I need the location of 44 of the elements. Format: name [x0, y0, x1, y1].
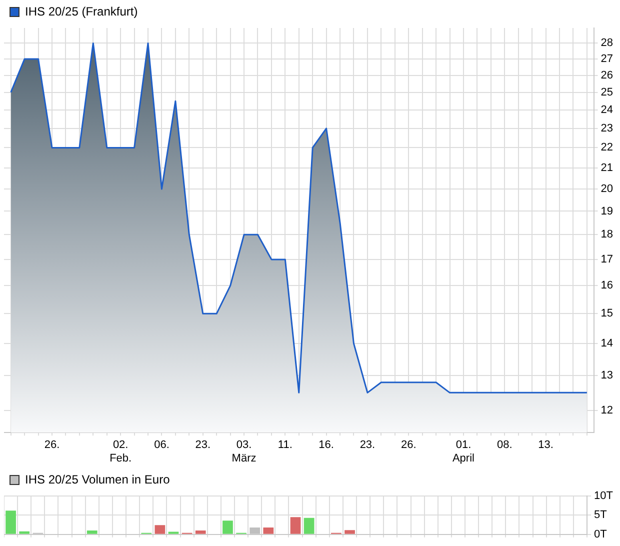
y-tick-label: 15 — [600, 308, 614, 320]
y-tick-label: 22 — [600, 142, 614, 154]
y-tick-label: 14 — [600, 338, 614, 350]
y-tick-label: 21 — [600, 162, 614, 174]
y-tick-label: 26 — [600, 69, 614, 82]
y-tick-label: 28 — [600, 37, 614, 50]
y-tick-label: 19 — [600, 205, 614, 218]
x-tick-label: 02. Feb. — [110, 439, 132, 464]
y-tick-label: 12 — [600, 404, 614, 416]
y-tick-label: 17 — [600, 253, 614, 266]
bar — [344, 530, 355, 534]
x-tick-label: 13. — [538, 439, 554, 452]
y-tick-label: 27 — [600, 52, 614, 65]
y-tick-label: 0T — [594, 528, 608, 540]
y-tick-label: 24 — [600, 104, 614, 116]
y-tick-label: 16 — [600, 280, 614, 292]
x-tick-label: 23. — [195, 439, 211, 452]
x-tick-label: 01. April — [452, 439, 474, 464]
bar — [263, 527, 274, 534]
bar — [86, 530, 98, 534]
y-tick-label: 10T — [594, 490, 614, 502]
bar — [154, 525, 166, 534]
bar — [222, 520, 233, 534]
bar — [304, 518, 314, 534]
legend-label: IHS 20/25 Volumen in Euro — [25, 472, 170, 486]
y-tick-label: 13 — [600, 370, 614, 382]
bar — [195, 530, 206, 534]
x-tick-label: 16. — [318, 439, 334, 452]
y-tick-label: 23 — [600, 122, 614, 134]
x-tick-label: 23. — [360, 439, 376, 452]
y-tick-label: 5T — [594, 509, 608, 522]
x-tick-label: 26. — [44, 439, 60, 452]
legend-label: IHS 20/25 (Frankfurt) — [25, 4, 138, 18]
x-tick-label: 08. — [496, 439, 512, 452]
x-tick-label: 11. — [278, 439, 292, 452]
y-tick-label: 25 — [600, 86, 614, 98]
x-tick-label: 03. März — [232, 439, 256, 464]
bar — [19, 531, 30, 534]
bar — [290, 517, 301, 534]
y-tick-label: 20 — [600, 183, 614, 196]
y-tick-label: 18 — [600, 228, 614, 241]
bar — [6, 510, 16, 534]
x-tick-label: 06. — [154, 439, 170, 452]
x-tick-label: 26. — [400, 439, 416, 452]
